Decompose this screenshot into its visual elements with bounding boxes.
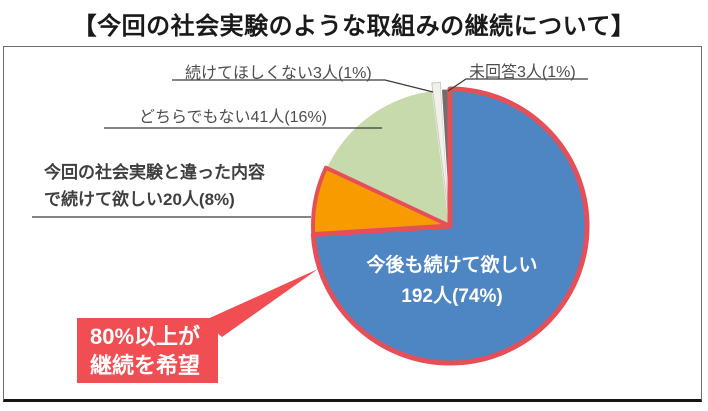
pie-slice-not-continue [431,81,450,220]
label-not-continue: 続けてほしくない3人(1%) [185,65,372,82]
chart-title: 【今回の社会実験のような取組みの継続について】 [72,13,636,40]
pie-slice-neither [324,88,452,228]
annotation-line1: 80%以上が [90,324,201,349]
label-neither: どちらでもない41人(16%) [139,109,327,126]
label-continue-inner-line2: 192人(74%) [401,286,503,307]
label-no-answer: 未回答3人(1%) [469,64,576,81]
pie-slice-continue [310,86,590,366]
label-different-content-line2: で続けて欲しい20人(8%) [44,190,235,209]
label-continue-inner-line1: 今後も続けて欲しい [366,255,538,276]
annotation-line2: 継続を希望 [90,353,201,378]
leader-line-not-continue [172,79,434,93]
annotation-callout-box: 80%以上が 継続を希望 [77,318,218,383]
callout-pointer [203,269,318,337]
leader-line-no-answer [447,78,588,92]
label-different-content-line1: 今回の社会実験と違った内容 [44,163,265,182]
